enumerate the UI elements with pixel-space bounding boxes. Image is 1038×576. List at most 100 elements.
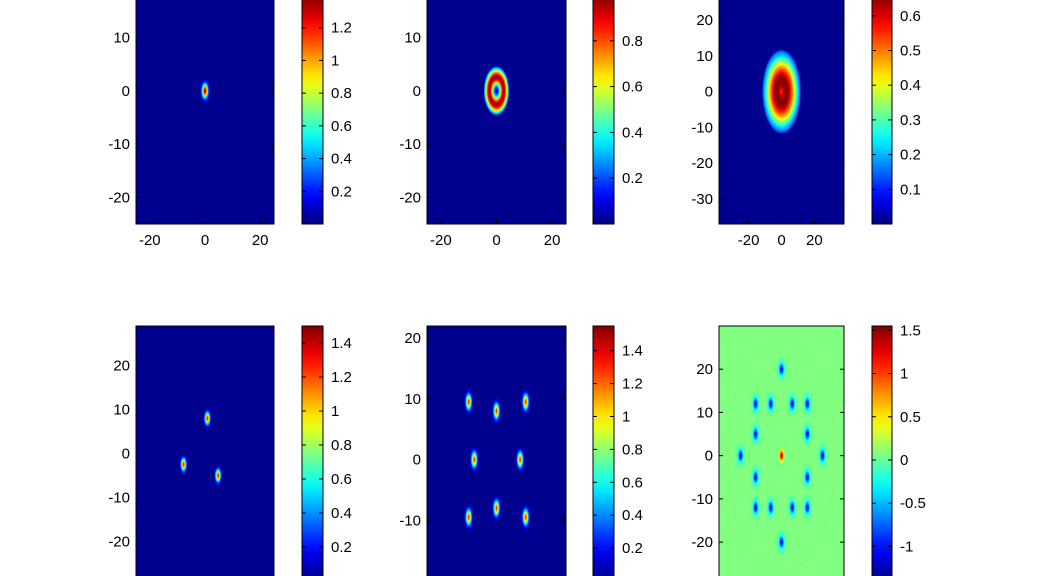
y-tick-label: 0 <box>122 446 130 463</box>
peak-feature <box>489 488 504 528</box>
x-tick-label: 20 <box>252 232 269 249</box>
colorbar-tick-label: 0.4 <box>622 507 643 524</box>
dip-feature <box>750 463 762 492</box>
halo-outline <box>726 337 837 574</box>
panel-bottom-right: -20 -10 0 10 20 -1 -0.5 0 0.5 1 1.5 <box>691 322 926 576</box>
y-tick-label: 0 <box>122 83 130 100</box>
colorbar-tick-label: 1.4 <box>331 335 352 352</box>
heatmap-field <box>461 382 533 537</box>
x-tick-label: 0 <box>492 232 500 249</box>
y-tick-label: 0 <box>705 84 713 101</box>
dip-feature <box>801 463 813 492</box>
heatmap-background <box>136 326 274 576</box>
colorbar-tick-label: 0.2 <box>900 147 921 164</box>
x-tick-label: -20 <box>430 232 452 249</box>
y-tick-label: 10 <box>404 391 421 408</box>
peak-feature <box>513 440 528 480</box>
y-tick-label: 0 <box>413 452 421 469</box>
heatmap-field <box>197 72 213 109</box>
y-tick-label: -10 <box>108 136 130 153</box>
dip-feature <box>735 441 747 470</box>
colorbar-tick-label: 0.3 <box>900 112 921 129</box>
y-tick-label: 20 <box>696 12 713 29</box>
colorbar-tick-label: -0.5 <box>900 495 926 512</box>
colorbar-tick-label: 0.4 <box>331 151 352 168</box>
colorbar-tick-label: 0.8 <box>622 441 643 458</box>
colorbar-tick-label: 0.2 <box>331 539 352 556</box>
colorbar-tick-label: 1.4 <box>622 343 643 360</box>
colorbar-tick-label: 0.1 <box>900 181 921 198</box>
colorbar-tick-label: 0.4 <box>622 124 643 141</box>
dip-feature <box>786 493 798 522</box>
colorbar-tick-label: 0.6 <box>622 79 643 96</box>
colorbar-tick-label: 0 <box>900 452 908 469</box>
panel-top-left: -20 -10 0 10 -20 0 20 0.2 0.4 0.6 0.8 1 1.2 <box>108 0 352 249</box>
y-tick-label: 0 <box>413 83 421 100</box>
y-tick-label: 10 <box>696 404 713 421</box>
y-tick-label: 0 <box>705 448 713 465</box>
colorbar-tick-label: 0.4 <box>900 77 921 94</box>
dip-feature <box>750 493 762 522</box>
peak-feature <box>461 382 476 422</box>
colorbar-tick-label: 0.2 <box>622 540 643 557</box>
y-tick-label: 20 <box>404 330 421 347</box>
heatmap-background <box>136 0 274 224</box>
y-tick-label: 20 <box>113 358 130 375</box>
colorbar-tick-label: 1 <box>331 403 339 420</box>
panel-bottom-left: -20 -10 0 10 20 0.2 0.4 0.6 0.8 1 1.2 1.4 <box>108 325 352 576</box>
ring-feature <box>761 48 802 135</box>
x-tick-label: 0 <box>201 232 209 249</box>
colorbar-tick-label: 0.2 <box>622 170 643 187</box>
colorbar-tick-label: 1 <box>331 52 339 69</box>
x-tick-label: 20 <box>806 232 823 249</box>
y-tick-label: -20 <box>108 533 130 550</box>
dip-feature <box>765 493 777 522</box>
y-tick-label: -30 <box>691 191 713 208</box>
colorbar-tick-label: 0.6 <box>331 118 352 135</box>
dip-feature <box>765 389 777 418</box>
heatmap-field <box>735 355 828 556</box>
y-tick-label: -10 <box>108 489 130 506</box>
peak-feature <box>489 391 504 431</box>
peak-feature <box>177 449 191 480</box>
y-tick-label: 20 <box>696 361 713 378</box>
colorbar <box>301 325 324 576</box>
y-tick-label: -10 <box>399 512 421 529</box>
panel-top-middle: -20 -10 0 10 -20 0 20 0.2 0.4 0.6 0.8 <box>399 0 643 249</box>
y-tick-label: -20 <box>691 534 713 551</box>
peak-feature <box>197 72 213 109</box>
x-tick-label: -20 <box>139 232 161 249</box>
colorbar-tick-label: 0.8 <box>331 85 352 102</box>
colorbar-tick-label: -1 <box>900 538 913 555</box>
plot-frame <box>426 325 567 576</box>
peak-feature <box>461 497 476 537</box>
colorbar <box>301 0 324 225</box>
colorbar <box>592 0 615 225</box>
colorbar-tick-label: 1.2 <box>331 369 352 386</box>
colorbar <box>871 0 893 225</box>
colorbar-tick-label: 1 <box>622 408 630 425</box>
colorbar-tick-label: 0.6 <box>331 471 352 488</box>
colorbar-tick-label: 0.6 <box>622 474 643 491</box>
x-tick-label: -20 <box>738 232 760 249</box>
colorbar-tick-label: 0.5 <box>900 43 921 60</box>
heatmap-field <box>483 65 510 116</box>
colorbar-tick-label: 0.8 <box>331 437 352 454</box>
y-tick-label: 10 <box>696 48 713 65</box>
dip-feature <box>775 528 788 556</box>
panel-bottom-middle: -10 0 10 20 0.2 0.4 0.6 0.8 1 1.2 1.4 <box>399 325 643 576</box>
colorbar-tick-label: 1.2 <box>331 20 352 37</box>
x-tick-label: 20 <box>544 232 561 249</box>
panel-top-right: -30 -20 -10 0 10 20 -20 0 20 0.1 0.2 0.3 0.4 0.5 0.6 <box>691 0 921 249</box>
colorbar-tick-label: 1 <box>900 366 908 383</box>
heatmap-field <box>177 402 225 491</box>
colorbar-tick-label: 0.6 <box>900 8 921 25</box>
peak-feature <box>775 441 788 470</box>
colorbar-tick-label: 0.8 <box>622 33 643 50</box>
y-tick-label: -20 <box>691 155 713 172</box>
colorbar-tick-label: 1.5 <box>900 322 921 339</box>
dip-feature <box>775 355 788 384</box>
dip-feature <box>750 389 762 418</box>
plot-frame <box>718 325 845 576</box>
colorbar-tick-label: 0.4 <box>331 505 352 522</box>
